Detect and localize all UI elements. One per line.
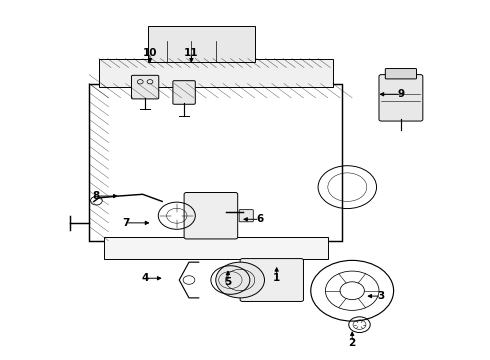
Text: 6: 6 [256, 214, 263, 224]
Text: 9: 9 [397, 89, 404, 99]
Circle shape [216, 262, 265, 298]
Text: 3: 3 [378, 291, 385, 301]
FancyBboxPatch shape [173, 81, 196, 104]
FancyBboxPatch shape [104, 237, 328, 258]
FancyBboxPatch shape [184, 193, 238, 239]
Text: 2: 2 [348, 338, 356, 347]
Text: 11: 11 [184, 48, 198, 58]
FancyBboxPatch shape [239, 210, 253, 222]
FancyBboxPatch shape [385, 68, 416, 79]
FancyBboxPatch shape [147, 26, 255, 62]
Text: 7: 7 [122, 218, 129, 228]
Text: 5: 5 [224, 277, 232, 287]
Text: 10: 10 [143, 48, 157, 58]
Text: 8: 8 [93, 191, 100, 201]
Text: 1: 1 [273, 273, 280, 283]
FancyBboxPatch shape [379, 75, 423, 121]
FancyBboxPatch shape [240, 258, 303, 301]
FancyBboxPatch shape [131, 75, 159, 99]
FancyBboxPatch shape [99, 59, 333, 87]
Text: 4: 4 [142, 273, 149, 283]
